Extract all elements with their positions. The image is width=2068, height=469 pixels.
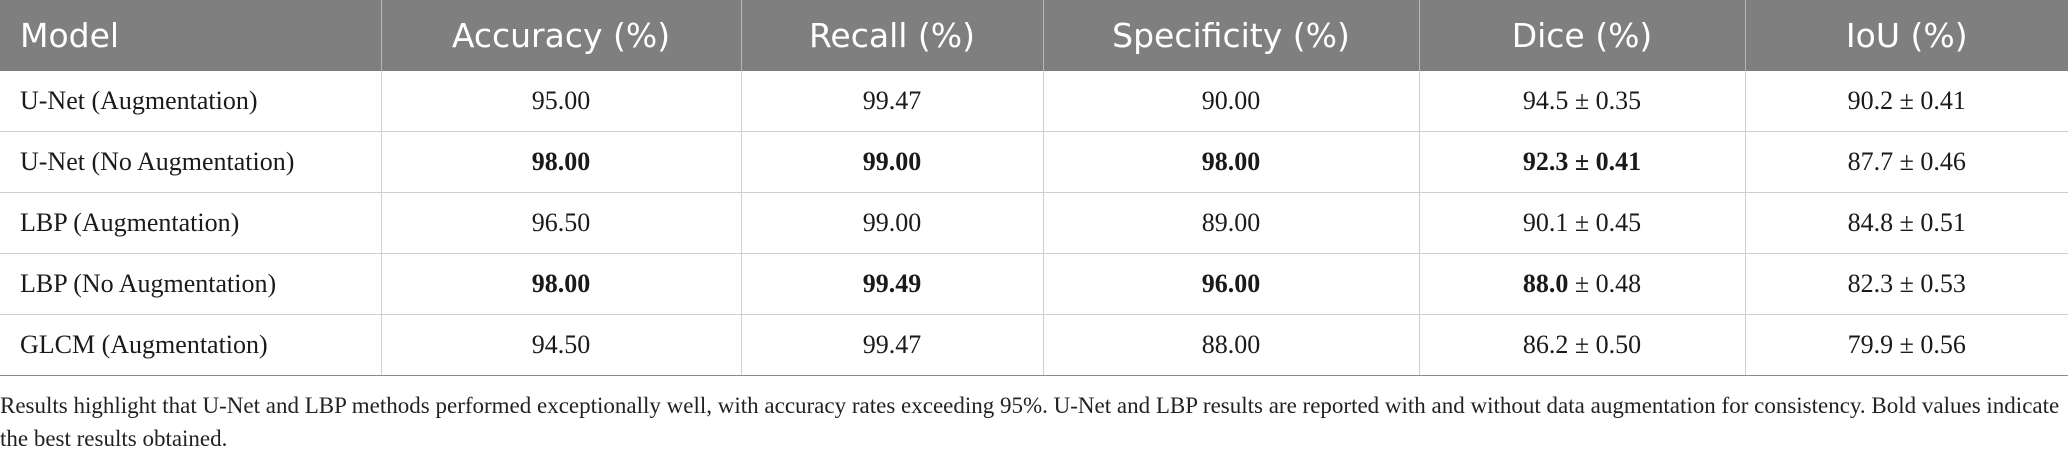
cell-specificity-value: 96.00	[1201, 269, 1261, 298]
table-row: LBP (No Augmentation) 98.00 99.49 96.00 88.0…	[0, 253, 2068, 315]
cell-iou-value: 82.3 ± 0.53	[1847, 269, 1966, 298]
dice-mean: 88.0	[1522, 269, 1569, 298]
cell-model: GLCM (Augmentation)	[0, 314, 382, 376]
cell-accuracy-value: 95.00	[531, 86, 591, 115]
results-table: Model Accuracy (%) Recall (%) Specificit…	[0, 0, 2068, 376]
cell-iou: 87.7 ± 0.46	[1745, 131, 2068, 193]
table-caption: Results highlight that U-Net and LBP met…	[0, 393, 2060, 451]
cell-specificity-value: 89.00	[1201, 208, 1261, 237]
cell-model: U-Net (Augmentation)	[0, 71, 382, 132]
dice-mean: 90.1	[1522, 208, 1569, 237]
header-iou: IoU (%)	[1745, 0, 2068, 71]
cell-recall: 99.00	[741, 192, 1044, 254]
cell-recall: 99.47	[741, 71, 1044, 132]
dice-sd: ± 0.41	[1568, 147, 1642, 176]
cell-accuracy: 96.50	[381, 192, 742, 254]
cell-model: LBP (Augmentation)	[0, 192, 382, 254]
cell-iou-value: 87.7 ± 0.46	[1847, 147, 1966, 176]
cell-accuracy: 98.00	[381, 253, 742, 315]
cell-specificity: 98.00	[1043, 131, 1420, 193]
table-row: U-Net (Augmentation) 95.00 99.47 90.00 94.5 …	[0, 71, 2068, 132]
cell-recall-value: 99.00	[862, 208, 922, 237]
cell-iou: 84.8 ± 0.51	[1745, 192, 2068, 254]
cell-specificity: 96.00	[1043, 253, 1420, 315]
cell-model: U-Net (No Augmentation)	[0, 131, 382, 193]
dice-sd: ± 0.35	[1568, 86, 1642, 115]
cell-accuracy-value: 98.00	[531, 269, 591, 298]
cell-iou: 90.2 ± 0.41	[1745, 71, 2068, 132]
cell-model: LBP (No Augmentation)	[0, 253, 382, 315]
table-header-row: Model Accuracy (%) Recall (%) Specificit…	[0, 0, 2068, 71]
table-row: U-Net (No Augmentation) 98.00 99.00 98.00 92…	[0, 131, 2068, 193]
dice-mean: 86.2	[1522, 330, 1569, 359]
cell-dice: 92.3 ± 0.41	[1419, 131, 1746, 193]
cell-model-value: LBP (Augmentation)	[20, 208, 240, 237]
cell-specificity-value: 98.00	[1201, 147, 1261, 176]
dice-sd: ± 0.48	[1568, 269, 1642, 298]
header-accuracy: Accuracy (%)	[381, 0, 742, 71]
header-recall: Recall (%)	[741, 0, 1044, 71]
cell-accuracy: 95.00	[381, 71, 742, 132]
header-dice: Dice (%)	[1419, 0, 1746, 71]
cell-specificity-value: 88.00	[1201, 330, 1261, 359]
cell-accuracy-value: 94.50	[531, 330, 591, 359]
cell-specificity-value: 90.00	[1201, 86, 1261, 115]
cell-iou-value: 90.2 ± 0.41	[1847, 86, 1966, 115]
cell-dice: 86.2 ± 0.50	[1419, 314, 1746, 376]
cell-recall-value: 99.47	[862, 86, 922, 115]
header-specificity: Specificity (%)	[1043, 0, 1420, 71]
cell-specificity: 89.00	[1043, 192, 1420, 254]
cell-accuracy-value: 98.00	[531, 147, 591, 176]
cell-dice: 94.5 ± 0.35	[1419, 71, 1746, 132]
dice-sd: ± 0.50	[1568, 330, 1642, 359]
cell-model-value: U-Net (Augmentation)	[20, 86, 258, 115]
cell-specificity: 88.00	[1043, 314, 1420, 376]
cell-model-value: LBP (No Augmentation)	[20, 269, 277, 298]
cell-dice: 90.1 ± 0.45	[1419, 192, 1746, 254]
table-row: LBP (Augmentation) 96.50 99.00 89.00 90.1 ± …	[0, 192, 2068, 254]
cell-iou: 79.9 ± 0.56	[1745, 314, 2068, 376]
cell-dice: 88.0 ± 0.48	[1419, 253, 1746, 315]
cell-recall-value: 99.47	[862, 330, 922, 359]
table-row: GLCM (Augmentation) 94.50 99.47 88.00 86.2 ±…	[0, 314, 2068, 376]
cell-recall: 99.00	[741, 131, 1044, 193]
cell-recall: 99.47	[741, 314, 1044, 376]
dice-mean: 94.5	[1522, 86, 1569, 115]
results-table-container: Model Accuracy (%) Recall (%) Specificit…	[0, 0, 2068, 376]
cell-model-value: GLCM (Augmentation)	[20, 330, 268, 359]
table-body: U-Net (Augmentation) 95.00 99.47 90.00 94.5 …	[0, 71, 2068, 376]
cell-recall-value: 99.49	[862, 269, 922, 298]
cell-accuracy-value: 96.50	[531, 208, 591, 237]
cell-recall: 99.49	[741, 253, 1044, 315]
cell-accuracy: 98.00	[381, 131, 742, 193]
header-model: Model	[0, 0, 382, 71]
cell-iou: 82.3 ± 0.53	[1745, 253, 2068, 315]
dice-mean: 92.3	[1522, 147, 1569, 176]
cell-model-value: U-Net (No Augmentation)	[20, 147, 295, 176]
dice-sd: ± 0.45	[1568, 208, 1642, 237]
cell-iou-value: 84.8 ± 0.51	[1847, 208, 1966, 237]
cell-recall-value: 99.00	[862, 147, 922, 176]
cell-accuracy: 94.50	[381, 314, 742, 376]
cell-iou-value: 79.9 ± 0.56	[1847, 330, 1966, 359]
cell-specificity: 90.00	[1043, 71, 1420, 132]
